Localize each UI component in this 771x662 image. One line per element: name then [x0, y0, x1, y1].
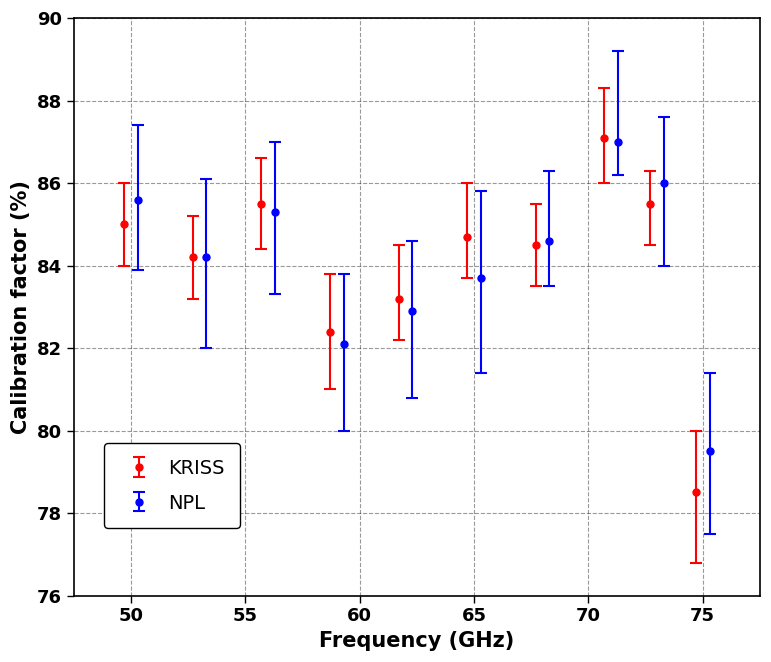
Y-axis label: Calibration factor (%): Calibration factor (%): [11, 180, 31, 434]
X-axis label: Frequency (GHz): Frequency (GHz): [319, 631, 514, 651]
Legend: KRISS, NPL: KRISS, NPL: [104, 444, 241, 528]
